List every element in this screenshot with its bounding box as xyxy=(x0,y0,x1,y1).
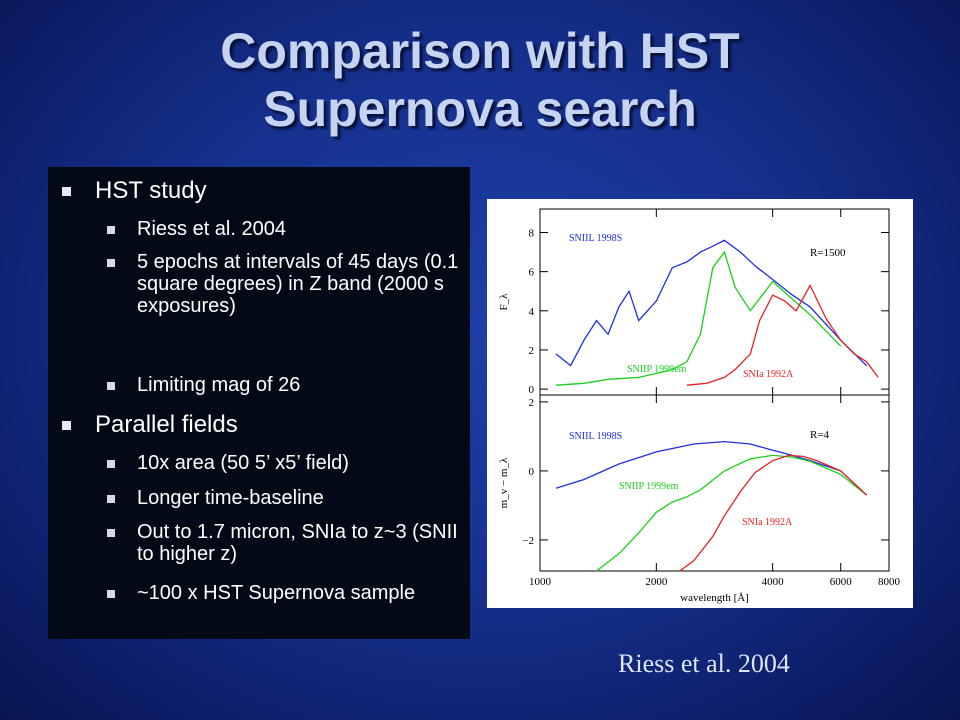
y-tick-label: −2 xyxy=(522,535,534,547)
annotation-label: R=1500 xyxy=(810,247,846,259)
x-tick-label: 4000 xyxy=(762,576,785,588)
x-tick-label: 6000 xyxy=(830,576,853,588)
x-axis-label: wavelength [Å] xyxy=(680,592,749,604)
y-axis-label: F_λ xyxy=(498,293,510,311)
series-line-sniil-1998s xyxy=(555,440,868,496)
bottom-panel-frame xyxy=(539,394,890,572)
y-tick-label: 4 xyxy=(529,306,535,318)
title-line-1: Comparison with HST xyxy=(220,23,740,79)
series-label: SNIa 1992A xyxy=(742,517,793,528)
series-label: SNIIL 1998S xyxy=(569,431,622,442)
x-tick-label: 8000 xyxy=(878,576,901,588)
series-label: SNIIP 1999em xyxy=(627,364,687,375)
series-line-sniip-1999em xyxy=(596,454,868,572)
series-label: SNIIP 1999em xyxy=(619,481,679,492)
y-tick-label: 0 xyxy=(529,466,535,478)
square-bullet-icon xyxy=(107,529,115,537)
square-bullet-icon xyxy=(107,495,115,503)
annotation-label: R=4 xyxy=(810,429,830,441)
series-line-snia-1992a xyxy=(679,454,868,572)
figure-caption: Riess et al. 2004 xyxy=(618,649,790,678)
square-bullet-icon xyxy=(107,460,115,468)
square-bullet-icon xyxy=(107,226,115,234)
square-bullet-icon xyxy=(62,421,71,430)
series-line-sniip-1999em xyxy=(555,250,842,386)
square-bullet-icon xyxy=(107,382,115,390)
title-line-2: Supernova search xyxy=(263,81,697,137)
y-tick-label: 2 xyxy=(529,397,535,409)
y-tick-label: 0 xyxy=(529,384,535,396)
y-tick-label: 6 xyxy=(529,267,535,279)
slide-title: Comparison with HST Supernova search xyxy=(0,22,960,138)
series-line-sniil-1998s xyxy=(555,239,868,367)
series-line-snia-1992a xyxy=(686,283,879,386)
y-tick-label: 8 xyxy=(529,227,535,239)
x-tick-label: 1000 xyxy=(529,576,552,588)
y-axis-label: m_v − m_λ xyxy=(498,457,510,508)
series-label: SNIa 1992A xyxy=(743,369,794,380)
spectra-figure: 0 2 4 6 8 F_λ SNIIL 1998S SNIIP 1999em SNIa 1992… xyxy=(487,199,913,608)
square-bullet-icon xyxy=(62,187,71,196)
bullet-panel: HST study Riess et al. 2004 5 epochs at … xyxy=(48,167,470,639)
y-tick-label: 2 xyxy=(529,345,535,357)
x-tick-label: 2000 xyxy=(645,576,668,588)
series-label: SNIIL 1998S xyxy=(569,233,622,244)
square-bullet-icon xyxy=(107,590,115,598)
square-bullet-icon xyxy=(107,259,115,267)
